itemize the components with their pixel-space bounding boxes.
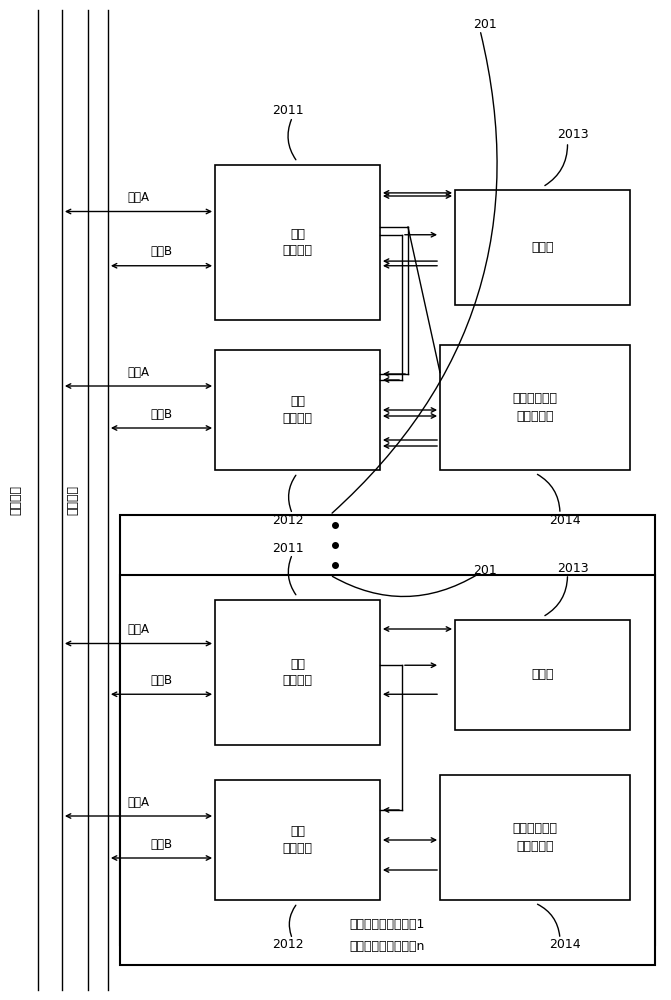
Bar xyxy=(440,775,630,900)
Text: 通道B: 通道B xyxy=(150,674,172,687)
Bar xyxy=(455,190,630,305)
Text: 通道A: 通道A xyxy=(127,796,150,808)
Text: 通道A: 通道A xyxy=(127,191,150,204)
Bar xyxy=(215,780,380,900)
Text: 通道B: 通道B xyxy=(150,245,172,258)
Text: 高低速共存总线终端n: 高低速共存总线终端n xyxy=(350,940,425,954)
Bar xyxy=(215,165,380,320)
Text: 存储器: 存储器 xyxy=(531,241,554,254)
Text: 2012: 2012 xyxy=(272,514,303,526)
Text: 通道B: 通道B xyxy=(150,408,172,420)
Text: 通道A: 通道A xyxy=(127,623,150,636)
Text: 通道A: 通道A xyxy=(127,365,150,378)
Text: 2011: 2011 xyxy=(272,104,303,116)
Text: 高速
接口组件: 高速 接口组件 xyxy=(282,658,313,688)
Text: 主要总线: 主要总线 xyxy=(9,485,23,515)
Text: 高速
接口组件: 高速 接口组件 xyxy=(282,228,313,257)
Text: 低速
接口组件: 低速 接口组件 xyxy=(282,395,313,425)
Text: 2013: 2013 xyxy=(557,128,588,141)
Bar xyxy=(440,345,630,470)
Text: 2014: 2014 xyxy=(549,938,581,952)
Text: 2012: 2012 xyxy=(272,938,303,952)
Text: 201: 201 xyxy=(473,564,497,576)
Bar xyxy=(120,515,655,945)
Text: 低速
接口组件: 低速 接口组件 xyxy=(282,825,313,855)
Bar xyxy=(215,350,380,470)
Text: 201: 201 xyxy=(473,18,497,31)
Bar xyxy=(215,600,380,745)
Text: 高低速接口组
件控制模块: 高低速接口组 件控制模块 xyxy=(513,822,558,852)
Text: 2013: 2013 xyxy=(557,562,588,574)
Text: 2011: 2011 xyxy=(272,542,303,554)
Text: 次要总线: 次要总线 xyxy=(66,485,79,515)
Text: 高低速接口组
件控制模块: 高低速接口组 件控制模块 xyxy=(513,392,558,422)
Text: 通道B: 通道B xyxy=(150,838,172,850)
Text: 2014: 2014 xyxy=(549,514,581,526)
Bar xyxy=(455,620,630,730)
Text: 存储器: 存储器 xyxy=(531,668,554,682)
Bar xyxy=(120,575,655,965)
Text: 高低速共存总线终端1: 高低速共存总线终端1 xyxy=(350,918,425,932)
